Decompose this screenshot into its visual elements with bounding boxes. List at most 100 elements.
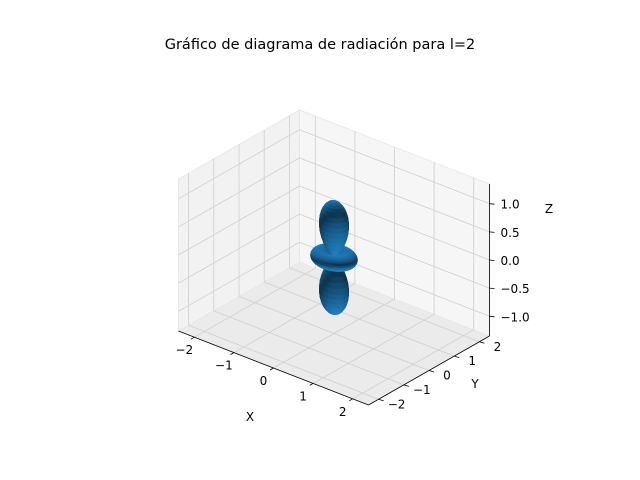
surface-facet	[335, 259, 339, 262]
surface-facet	[333, 270, 336, 278]
surface-facet	[341, 263, 345, 267]
y-grid-line-floor	[188, 324, 379, 400]
z-tick-mark	[489, 315, 495, 318]
z-tick-label: 0.0	[501, 254, 520, 268]
y-tick-mark	[378, 398, 384, 402]
surface-facet	[321, 223, 324, 231]
surface-facet	[338, 269, 343, 272]
y-grid-line-floor	[264, 281, 455, 357]
surface-facet	[338, 294, 341, 300]
surface-facet	[325, 226, 328, 233]
surface-facet	[335, 261, 339, 265]
surface-facet	[329, 232, 332, 239]
surface-facet	[333, 276, 336, 284]
surface-facet	[334, 213, 337, 219]
surface-facet	[331, 282, 334, 289]
x-tick-label: 0	[260, 374, 268, 388]
x-tick-mark	[230, 352, 235, 355]
y-tick-label: −2	[388, 397, 406, 411]
z-tick-label: −1.0	[501, 310, 530, 324]
surface-facet	[335, 294, 338, 300]
x-tick-mark	[269, 367, 274, 371]
z-tick-label: −0.5	[501, 282, 530, 296]
surface-facet	[333, 282, 336, 289]
surface-facet	[340, 293, 343, 300]
x-tick-label: 1	[299, 389, 307, 403]
y-tick-label: 2	[494, 340, 502, 354]
surface-facet	[333, 307, 336, 312]
y-tick-label: 0	[443, 369, 451, 383]
surface-facet	[321, 290, 324, 297]
surface-facet	[337, 228, 340, 234]
y-tick-label: −1	[413, 383, 431, 397]
y-grid-line-floor	[238, 296, 430, 371]
surface-facet	[338, 228, 341, 234]
chart-title: Gráfico de diagrama de radiación para l=…	[165, 37, 476, 53]
surface-facet	[329, 262, 334, 266]
surface-facet	[331, 232, 334, 239]
surface-facet	[326, 262, 331, 266]
surface-facet	[323, 224, 325, 232]
y-tick-mark	[428, 370, 435, 373]
surface-facet	[327, 292, 330, 299]
surface-facet	[332, 263, 337, 267]
y-tick-mark	[479, 341, 485, 344]
surface-facet	[333, 238, 336, 244]
surface-facet	[343, 293, 346, 300]
surface-facet	[333, 294, 336, 300]
surface-facet	[333, 247, 336, 252]
surface-facet	[333, 202, 335, 206]
surface-facet	[340, 227, 343, 234]
surface-facet	[331, 217, 334, 224]
z-tick-mark	[489, 203, 495, 205]
surface-facet	[331, 237, 334, 244]
surface-facet	[323, 290, 325, 298]
surface-facet	[342, 293, 345, 300]
surface-facet	[331, 222, 334, 229]
radiation-surface	[310, 200, 358, 315]
surface-facet	[333, 233, 336, 239]
surface-facet	[333, 227, 336, 234]
surface-facet	[335, 222, 338, 229]
surface-facet	[338, 267, 343, 270]
z-axis-label: Z	[545, 202, 553, 216]
surface-facet	[342, 227, 345, 234]
tick-marks: −2 −1 0 1 2 −2 −1 0 1 2 −1.0 −0.5 0.0 0.5 1.0	[175, 198, 529, 419]
surface-facet	[325, 292, 328, 299]
surface-facet	[329, 298, 332, 304]
y-axis-label: Y	[470, 377, 479, 391]
surface-facet	[333, 208, 336, 214]
surface-facet	[334, 217, 338, 224]
surface-facet	[329, 222, 332, 228]
z-tick-mark	[489, 259, 495, 261]
x-tick-mark	[309, 383, 314, 386]
z-grid-line-left	[178, 157, 300, 228]
surface-facet	[338, 265, 343, 269]
surface-facet	[329, 293, 332, 300]
z-tick-label: 0.5	[501, 226, 520, 240]
surface-facet	[334, 308, 337, 312]
surface-facet	[335, 228, 338, 234]
surface-facet	[331, 299, 334, 305]
surface-facet	[343, 227, 346, 233]
surface-facet	[333, 303, 336, 309]
z-tick-mark	[489, 231, 495, 233]
z-tick-label: 1.0	[501, 198, 520, 212]
x-tick-mark	[190, 336, 195, 340]
surface-facet	[335, 263, 340, 267]
z-grid-line-back	[299, 185, 490, 261]
surface-facet	[345, 292, 347, 299]
x-tick-label: −1	[215, 359, 233, 373]
x-axis-label: X	[246, 410, 254, 424]
y-tick-mark	[454, 355, 460, 358]
surface-facet	[334, 282, 338, 290]
z-grid-line-left	[178, 185, 300, 256]
x-tick-label: 2	[339, 405, 347, 419]
surface-facet	[335, 267, 340, 270]
surface-facet	[324, 291, 327, 298]
surface-facet	[335, 299, 338, 305]
y-tick-label: 1	[468, 354, 476, 368]
y-grid-line-floor	[213, 310, 404, 386]
surface-facet	[331, 227, 334, 234]
